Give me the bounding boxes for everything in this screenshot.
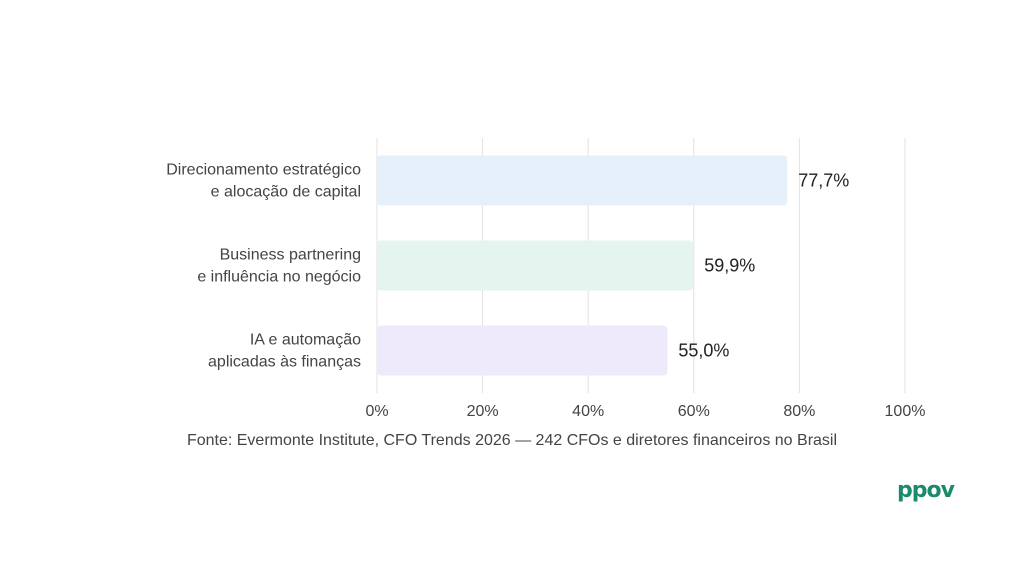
x-tick-label: 80% [783, 403, 815, 420]
category-label: IA e automação [250, 332, 361, 349]
category-label: aplicadas às finanças [208, 354, 361, 371]
source-note: Fonte: Evermonte Institute, CFO Trends 2… [186, 432, 838, 449]
bar [377, 155, 788, 206]
x-tick-label: 60% [678, 403, 710, 420]
category-label: e influência no negócio [197, 269, 361, 286]
bar [377, 240, 694, 291]
data-label: 59,9% [704, 256, 755, 276]
brand-logo: ppov [897, 478, 955, 503]
category-label: Business partnering [220, 247, 361, 264]
data-label: 55,0% [678, 341, 729, 361]
bar [377, 325, 668, 376]
category-label: e alocação de capital [211, 184, 361, 201]
category-label: Direcionamento estratégico [166, 162, 361, 179]
data-label: 77,7% [798, 171, 849, 191]
x-tick-label: 40% [572, 403, 604, 420]
x-tick-label: 20% [467, 403, 499, 420]
x-tick-label: 100% [885, 403, 926, 420]
x-tick-label: 0% [365, 403, 388, 420]
